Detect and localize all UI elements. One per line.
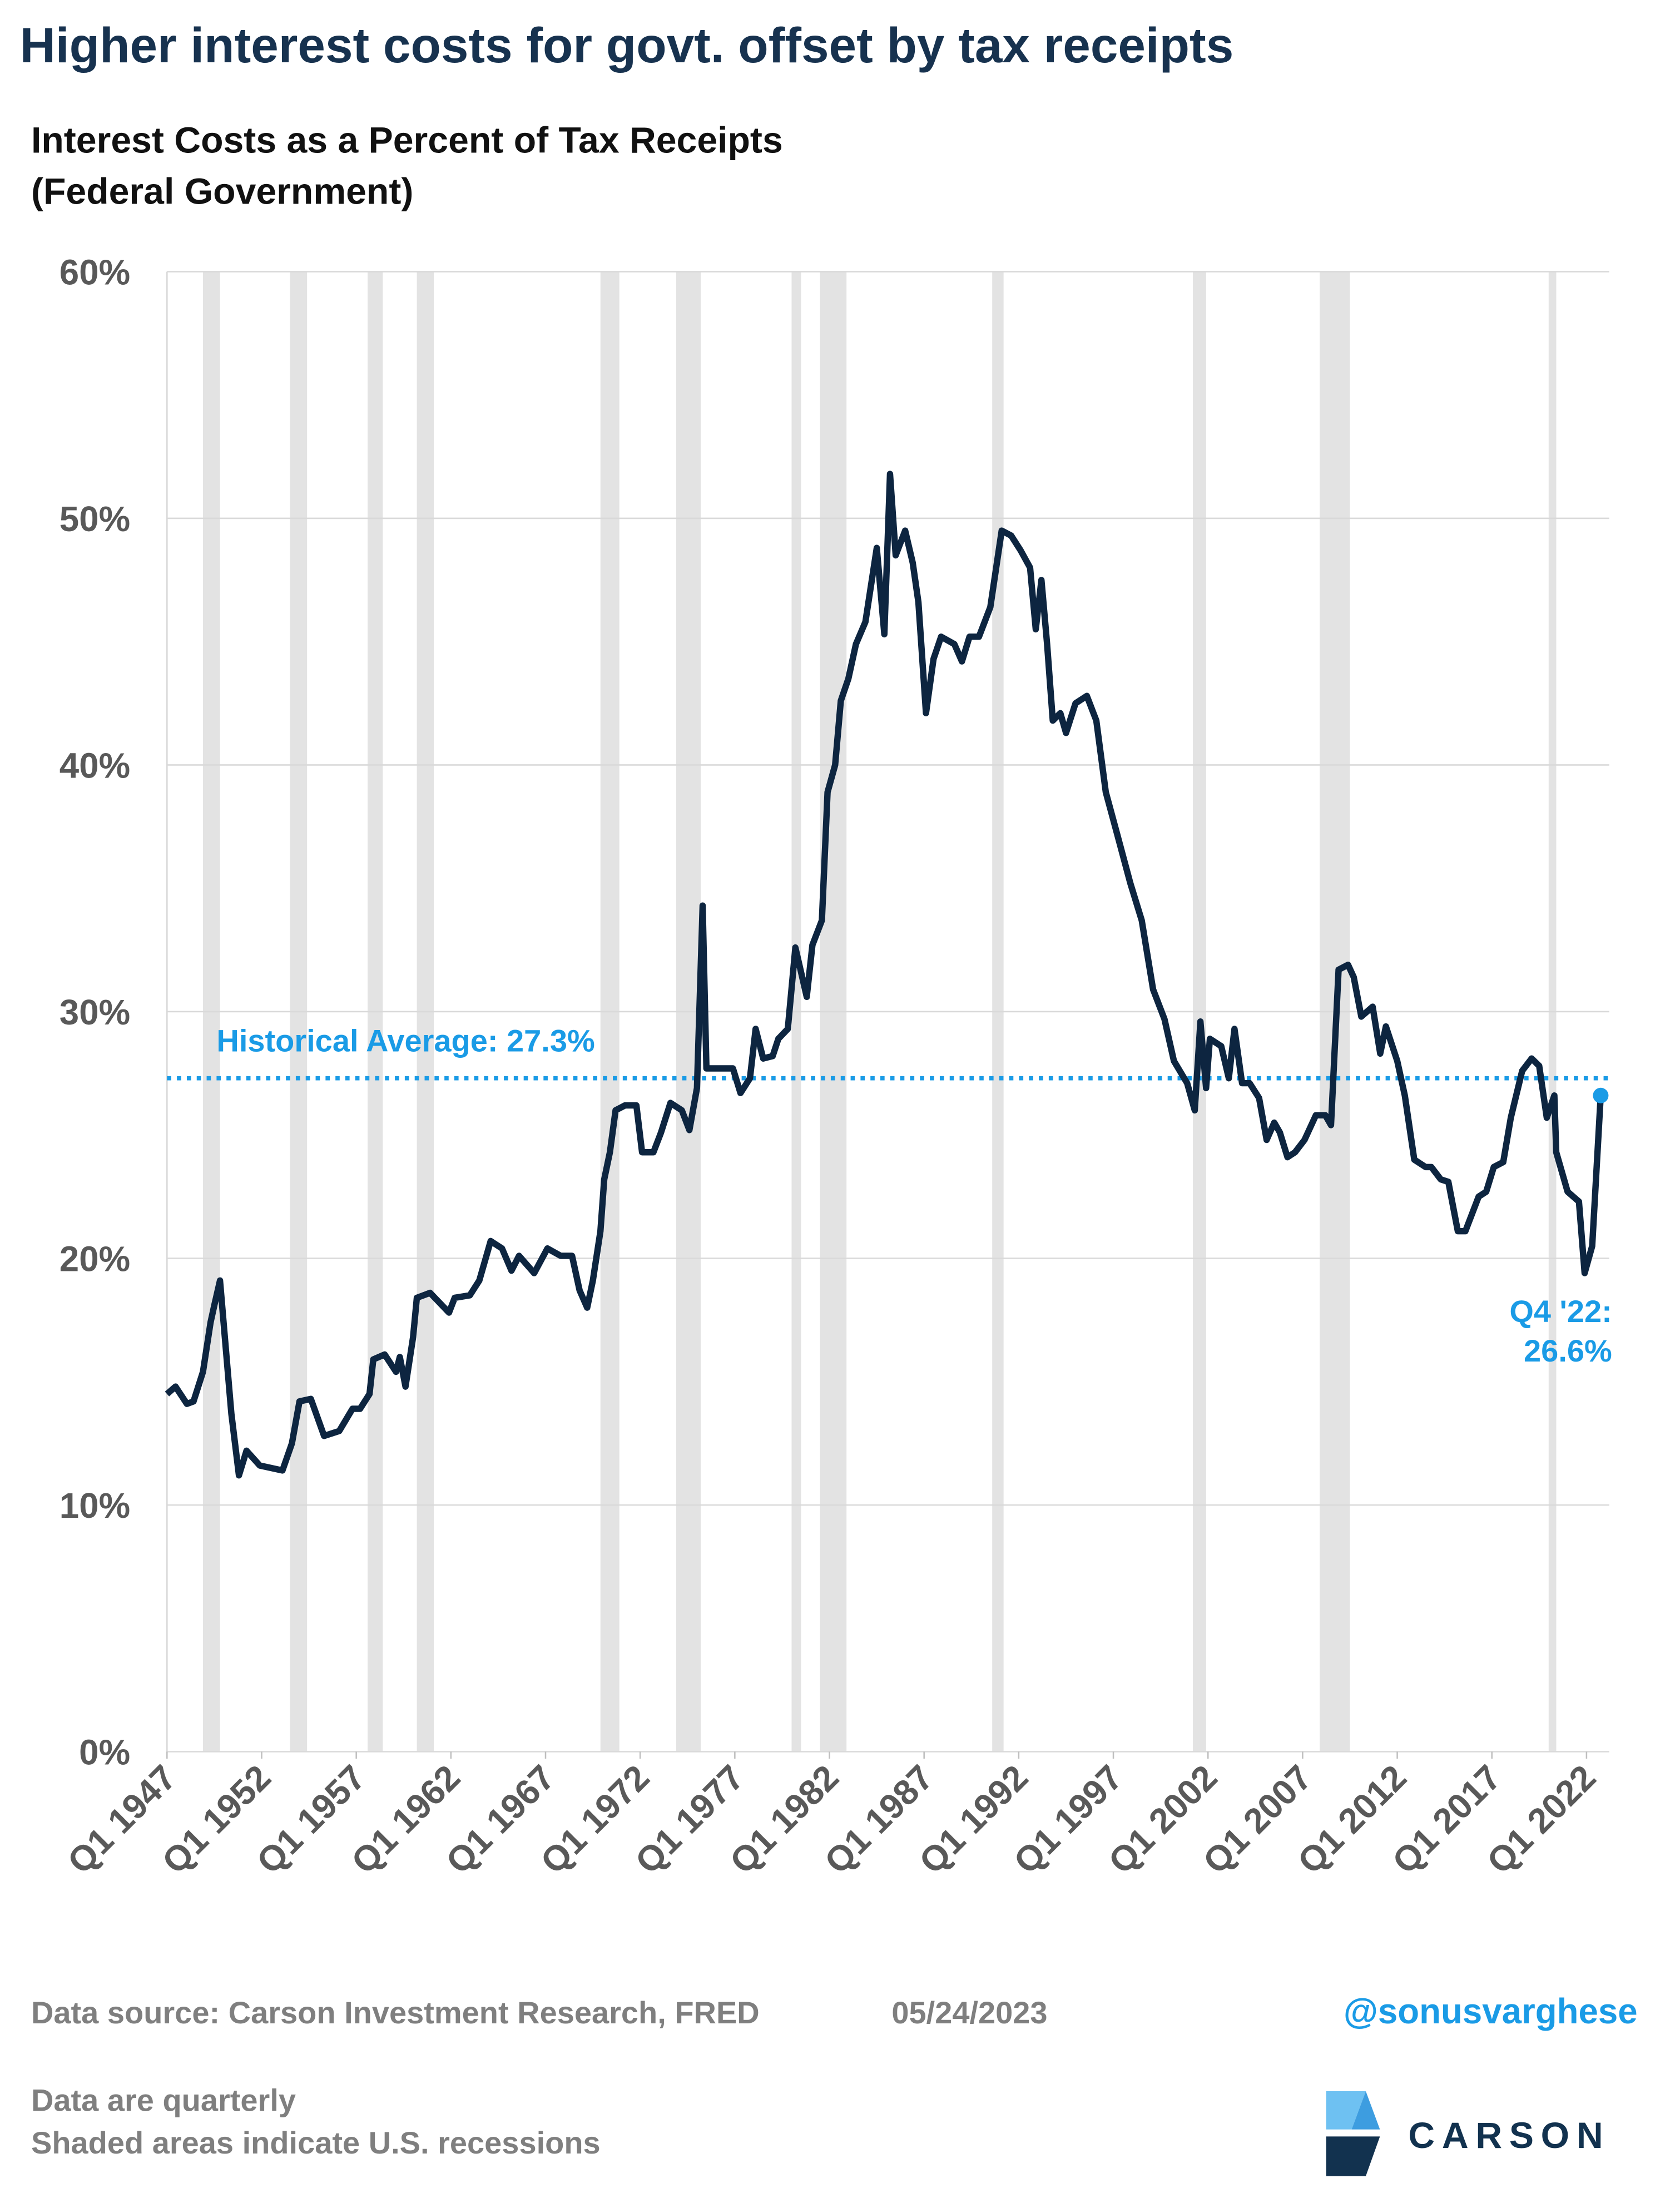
chart-title: Higher interest costs for govt. offset b… [20,17,1234,73]
line-series [165,471,1604,1479]
end-label: 26.6% [1524,1333,1612,1368]
note: Shaded areas indicate U.S. recessions [31,2125,601,2160]
logo-shape [1326,2091,1366,2130]
y-tick-label: 30% [60,993,130,1032]
handle: @sonusvarghese [1344,1992,1638,2031]
y-tick-label: 50% [60,499,130,539]
average-label: Historical Average: 27.3% [216,1023,594,1058]
end-label: Q4 '22: [1509,1294,1612,1329]
y-tick-label: 60% [60,253,130,292]
y-tick-label: 20% [60,1239,130,1279]
note: Data are quarterly [31,2083,296,2118]
source: Data source: Carson Investment Research,… [31,1995,760,2030]
logo: CARSON [1326,2091,1610,2176]
y-tick-label: 40% [60,746,130,785]
y-tick-label: 10% [60,1486,130,1526]
logo-shape [1351,2091,1380,2130]
logo-shape [1326,2136,1380,2176]
logo-text: CARSON [1408,2115,1610,2156]
y-tick-label: 0% [79,1732,130,1772]
chart-subtitle: Interest Costs as a Percent of Tax Recei… [31,120,783,161]
end-point [1593,1087,1609,1103]
date: 05/24/2023 [891,1995,1047,2030]
chart-subtitle: (Federal Government) [31,171,413,212]
